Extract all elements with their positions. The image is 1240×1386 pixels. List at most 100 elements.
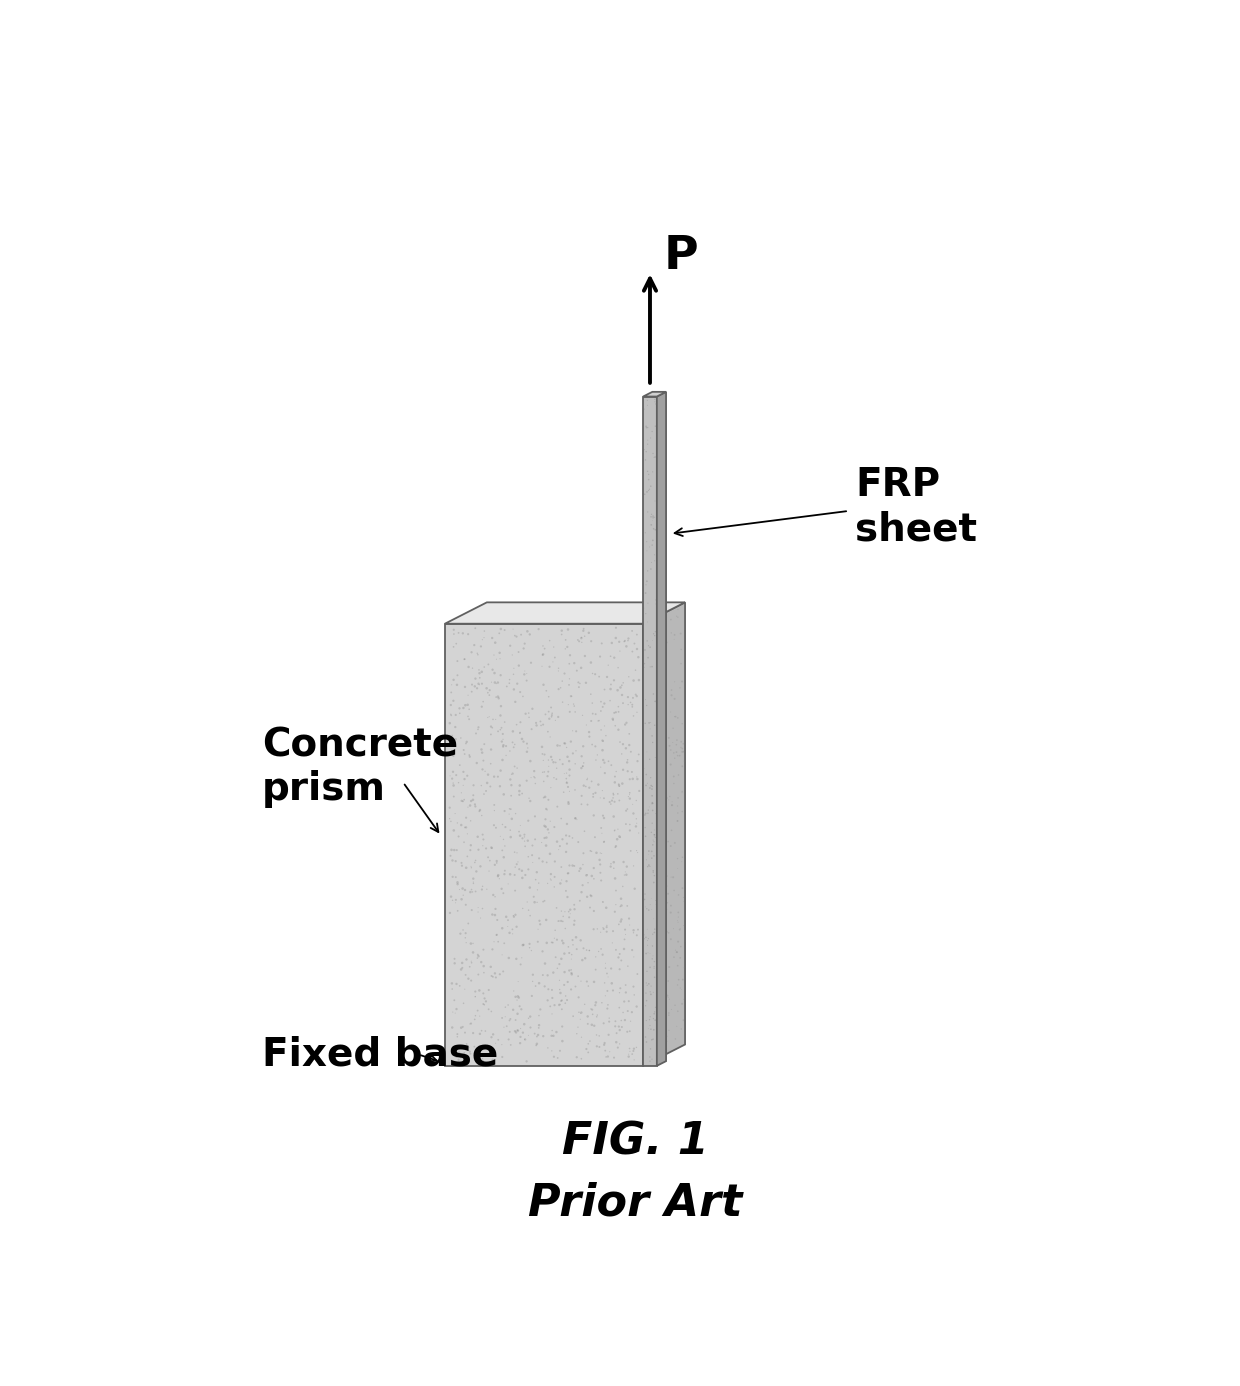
Point <box>596 962 616 984</box>
Point <box>584 857 604 879</box>
Point <box>506 1021 526 1044</box>
Point <box>624 945 644 967</box>
Point <box>512 728 532 750</box>
Point <box>641 974 661 997</box>
Point <box>637 560 657 582</box>
Point <box>441 694 461 717</box>
Point <box>649 620 668 642</box>
Point <box>637 934 657 956</box>
Point <box>675 750 694 772</box>
Point <box>507 916 527 938</box>
Point <box>510 780 529 802</box>
Point <box>640 754 660 776</box>
Point <box>624 1049 644 1071</box>
Point <box>642 861 662 883</box>
Point <box>474 626 494 649</box>
Point <box>495 800 515 822</box>
Point <box>444 839 464 861</box>
Point <box>529 1015 549 1037</box>
Point <box>644 518 663 541</box>
Point <box>495 711 515 733</box>
Point <box>548 705 568 728</box>
Point <box>539 656 559 678</box>
Point <box>618 686 637 708</box>
Point <box>635 484 655 506</box>
Point <box>553 753 573 775</box>
Point <box>549 748 569 771</box>
Point <box>572 657 591 679</box>
Point <box>663 772 683 794</box>
Point <box>644 981 663 1003</box>
Point <box>667 858 687 880</box>
Point <box>645 748 665 771</box>
Point <box>598 994 618 1016</box>
Point <box>470 667 490 689</box>
Point <box>671 977 691 999</box>
Point <box>583 733 603 755</box>
Point <box>584 900 604 922</box>
Point <box>498 873 518 895</box>
Point <box>496 816 516 839</box>
Point <box>573 755 593 778</box>
Point <box>599 750 619 772</box>
Point <box>515 1028 534 1051</box>
Point <box>640 942 660 965</box>
Point <box>573 949 593 972</box>
Point <box>445 952 465 974</box>
Point <box>582 651 601 674</box>
Point <box>641 886 661 908</box>
Point <box>538 990 558 1012</box>
Point <box>538 721 558 743</box>
Point <box>629 743 649 765</box>
Point <box>536 952 556 974</box>
Point <box>642 1048 662 1070</box>
Point <box>542 1020 562 1042</box>
Point <box>647 784 667 807</box>
Point <box>515 836 534 858</box>
Point <box>477 707 497 729</box>
Point <box>611 949 631 972</box>
Point <box>449 826 469 848</box>
Point <box>503 618 523 640</box>
Point <box>672 979 692 1001</box>
Point <box>467 642 487 664</box>
Point <box>657 865 677 887</box>
Point <box>582 631 601 653</box>
Point <box>585 703 605 725</box>
Point <box>665 624 684 646</box>
Point <box>557 825 577 847</box>
Point <box>463 789 482 811</box>
Point <box>491 618 511 640</box>
Point <box>642 775 662 797</box>
Point <box>610 640 630 663</box>
Point <box>601 674 621 696</box>
Point <box>593 891 613 913</box>
Point <box>619 786 639 808</box>
Point <box>650 847 670 869</box>
Point <box>645 826 665 848</box>
Point <box>582 840 601 862</box>
Point <box>666 940 686 962</box>
Point <box>582 886 601 908</box>
Point <box>498 947 518 969</box>
Point <box>549 909 569 931</box>
Point <box>477 682 497 704</box>
Point <box>634 597 653 620</box>
Point <box>492 748 512 771</box>
Point <box>622 1044 642 1066</box>
Point <box>556 732 575 754</box>
Point <box>557 636 577 658</box>
Point <box>482 904 502 926</box>
Point <box>609 997 629 1019</box>
Point <box>637 930 657 952</box>
Point <box>441 839 461 861</box>
Point <box>547 757 567 779</box>
Point <box>594 751 614 773</box>
Point <box>502 644 522 667</box>
Point <box>485 904 505 926</box>
Point <box>500 798 520 821</box>
Point <box>636 1048 656 1070</box>
Point <box>508 1020 528 1042</box>
Point <box>656 891 676 913</box>
Point <box>455 1021 475 1044</box>
